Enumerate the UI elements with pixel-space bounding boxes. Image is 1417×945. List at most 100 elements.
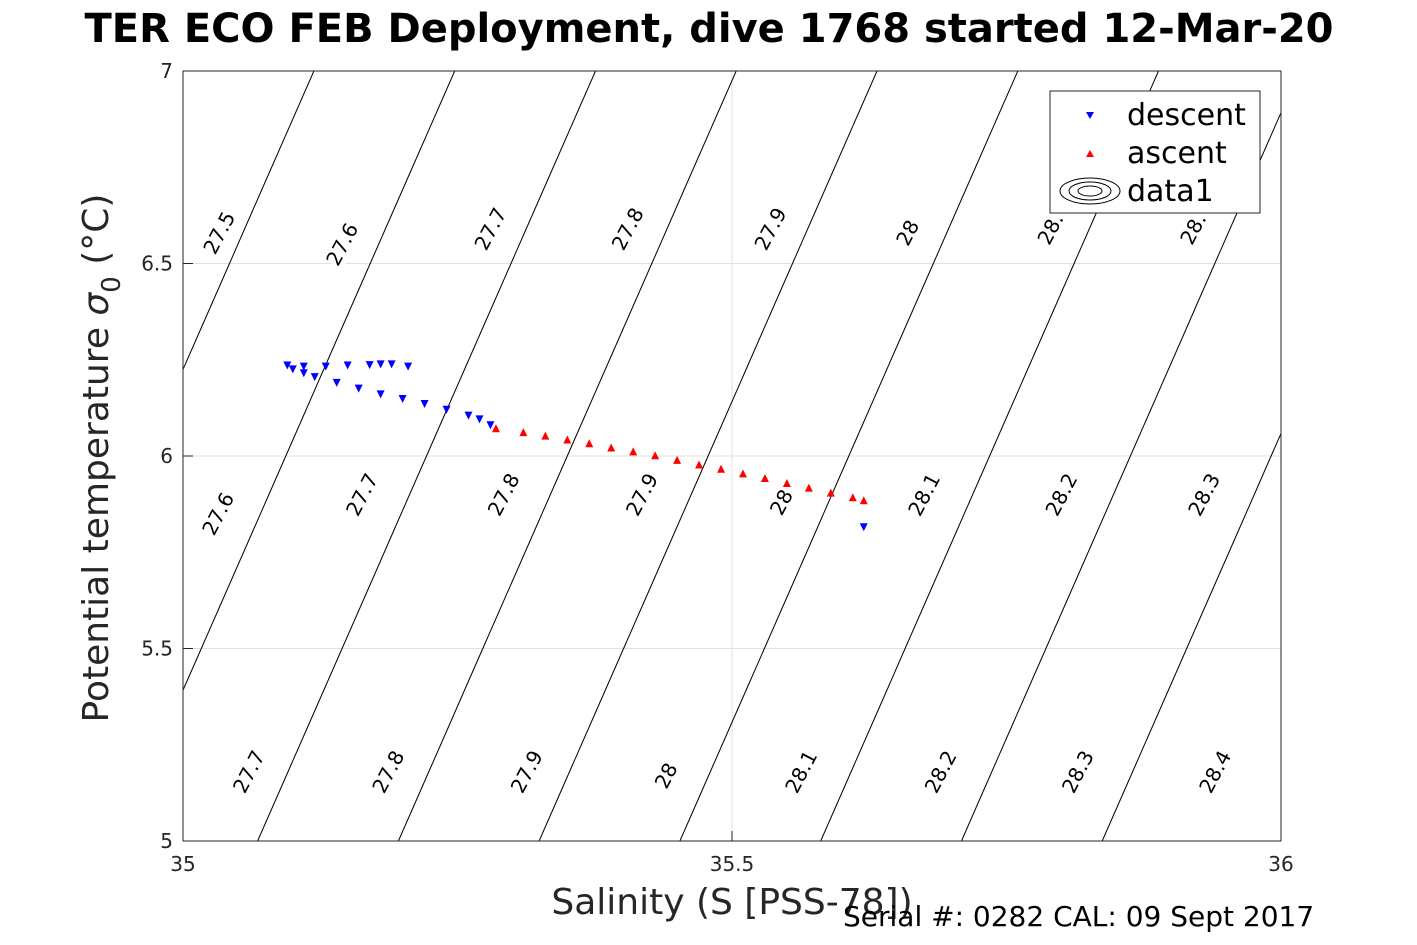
chart-title: TER ECO FEB Deployment, dive 1768 starte… <box>84 6 1334 52</box>
contour-label: 27.9 <box>749 204 791 255</box>
y-tick-label: 6.5 <box>141 252 173 276</box>
legend-descent-marker <box>1086 112 1094 119</box>
x-tick-label: 36 <box>1268 852 1293 876</box>
descent-point <box>404 362 413 371</box>
contour-label: 27.8 <box>607 204 649 255</box>
contour-label-bg <box>198 207 241 258</box>
ascent-point <box>859 496 868 505</box>
y-axis-label: Potential temperature σ0 (°C) <box>76 194 127 723</box>
contour-label: 27.8 <box>483 469 525 520</box>
y-tick-label: 6 <box>160 444 173 468</box>
contour-label: 27.8 <box>367 746 409 797</box>
contour-label: 27.7 <box>228 746 270 797</box>
ascent-point <box>651 451 660 460</box>
contour-line <box>257 71 596 841</box>
descent-point <box>299 369 308 378</box>
ascent-point <box>738 469 747 478</box>
descent-point <box>387 360 396 369</box>
descent-point <box>464 411 473 420</box>
contour-label: 27.6 <box>321 219 363 270</box>
descent-point <box>354 384 363 393</box>
contour-label-bg <box>341 469 383 520</box>
ascent-point <box>804 483 813 492</box>
descent-point <box>343 361 352 370</box>
footer-serial-cal: Serial #: 0282 CAL: 09 Sept 2017 <box>843 900 1315 933</box>
ascent-point <box>782 478 791 487</box>
legend-data1-label: data1 <box>1127 174 1214 209</box>
contour-label-bg <box>749 203 792 254</box>
x-tick-label: 35.5 <box>710 852 755 876</box>
contour-label: 27.6 <box>197 488 239 539</box>
contour-line <box>397 71 737 841</box>
contour-label-bg <box>645 750 688 801</box>
contour-label-bg <box>780 746 823 797</box>
y-tick-label: 5 <box>160 829 173 853</box>
contour-label-bg <box>367 746 410 797</box>
contour-label-bg <box>621 469 663 520</box>
ascent-point <box>607 443 616 452</box>
descent-point <box>299 362 308 371</box>
contour-line <box>1101 432 1281 841</box>
descent-point <box>486 421 495 430</box>
contour-label: 28.3 <box>1057 746 1099 797</box>
ascent-point <box>848 493 857 502</box>
contour-label-bg <box>606 203 649 254</box>
contour-label-bg <box>1056 746 1099 797</box>
descent-point <box>475 415 484 424</box>
contour-label-bg <box>1194 746 1237 797</box>
descent-point <box>310 373 319 382</box>
descent-point <box>376 390 385 399</box>
contour-label: 27.7 <box>341 469 383 520</box>
descent-point <box>442 405 451 414</box>
descent-point <box>420 400 429 409</box>
contour-label: 28.3 <box>1183 469 1225 520</box>
legend: descent ascent data1 <box>1049 90 1261 214</box>
contour-label-bg <box>321 219 364 270</box>
descent-point <box>859 523 868 532</box>
descent-point <box>332 378 341 387</box>
ascent-point <box>717 464 726 473</box>
ascent-point <box>585 439 594 448</box>
data-points <box>283 360 868 532</box>
contour-label-bg <box>903 469 946 520</box>
descent-point <box>376 360 385 369</box>
contour-label: 27.9 <box>506 746 548 797</box>
contour-label: 28.1 <box>903 469 945 520</box>
contour-label-bg <box>886 207 929 258</box>
contour-label-bg <box>1172 203 1215 254</box>
ascent-point <box>673 455 682 464</box>
legend-box <box>1049 90 1261 214</box>
ascent-point <box>629 447 638 456</box>
tick-labels: 35 35.5 36 5 5.5 6 6.5 7 <box>141 59 1294 876</box>
descent-point <box>398 395 407 404</box>
contour-label-bg <box>760 477 803 528</box>
contour-label-bg <box>227 746 270 797</box>
ascent-point <box>491 424 500 433</box>
contour-label: 28.4 <box>1194 746 1236 797</box>
contour-label-bg <box>197 488 240 539</box>
legend-ascent-label: ascent <box>1127 136 1227 171</box>
ascent-point <box>826 488 835 497</box>
ascent-point <box>541 431 550 440</box>
ascent-point <box>563 435 572 444</box>
x-axis-label: Salinity (S [PSS-78]) <box>551 882 912 923</box>
contour-line <box>679 71 1019 841</box>
contour-labels: 27.5 27.6 27.7 27.8 27.9 28 28. 28.27.6 27.7 27.8… <box>197 204 1236 801</box>
legend-data1-contour-icon <box>1059 177 1121 205</box>
contour-lines <box>183 71 1281 841</box>
legend-descent-label: descent <box>1127 98 1246 133</box>
legend-ascent-marker <box>1086 150 1094 157</box>
contour-label: 28.1 <box>780 746 822 797</box>
contour-label: 27.5 <box>198 207 240 258</box>
contour-label-bg <box>1040 469 1083 520</box>
contour-label: 28.2 <box>1040 469 1082 520</box>
ascent-point <box>760 473 769 482</box>
y-tick-label: 5.5 <box>141 637 173 661</box>
x-tick-label: 35 <box>170 852 195 876</box>
descent-point <box>321 362 330 371</box>
descent-point <box>288 365 297 374</box>
contour-label-bg <box>919 746 962 797</box>
contour-line <box>538 71 878 841</box>
ascent-point <box>695 460 704 469</box>
